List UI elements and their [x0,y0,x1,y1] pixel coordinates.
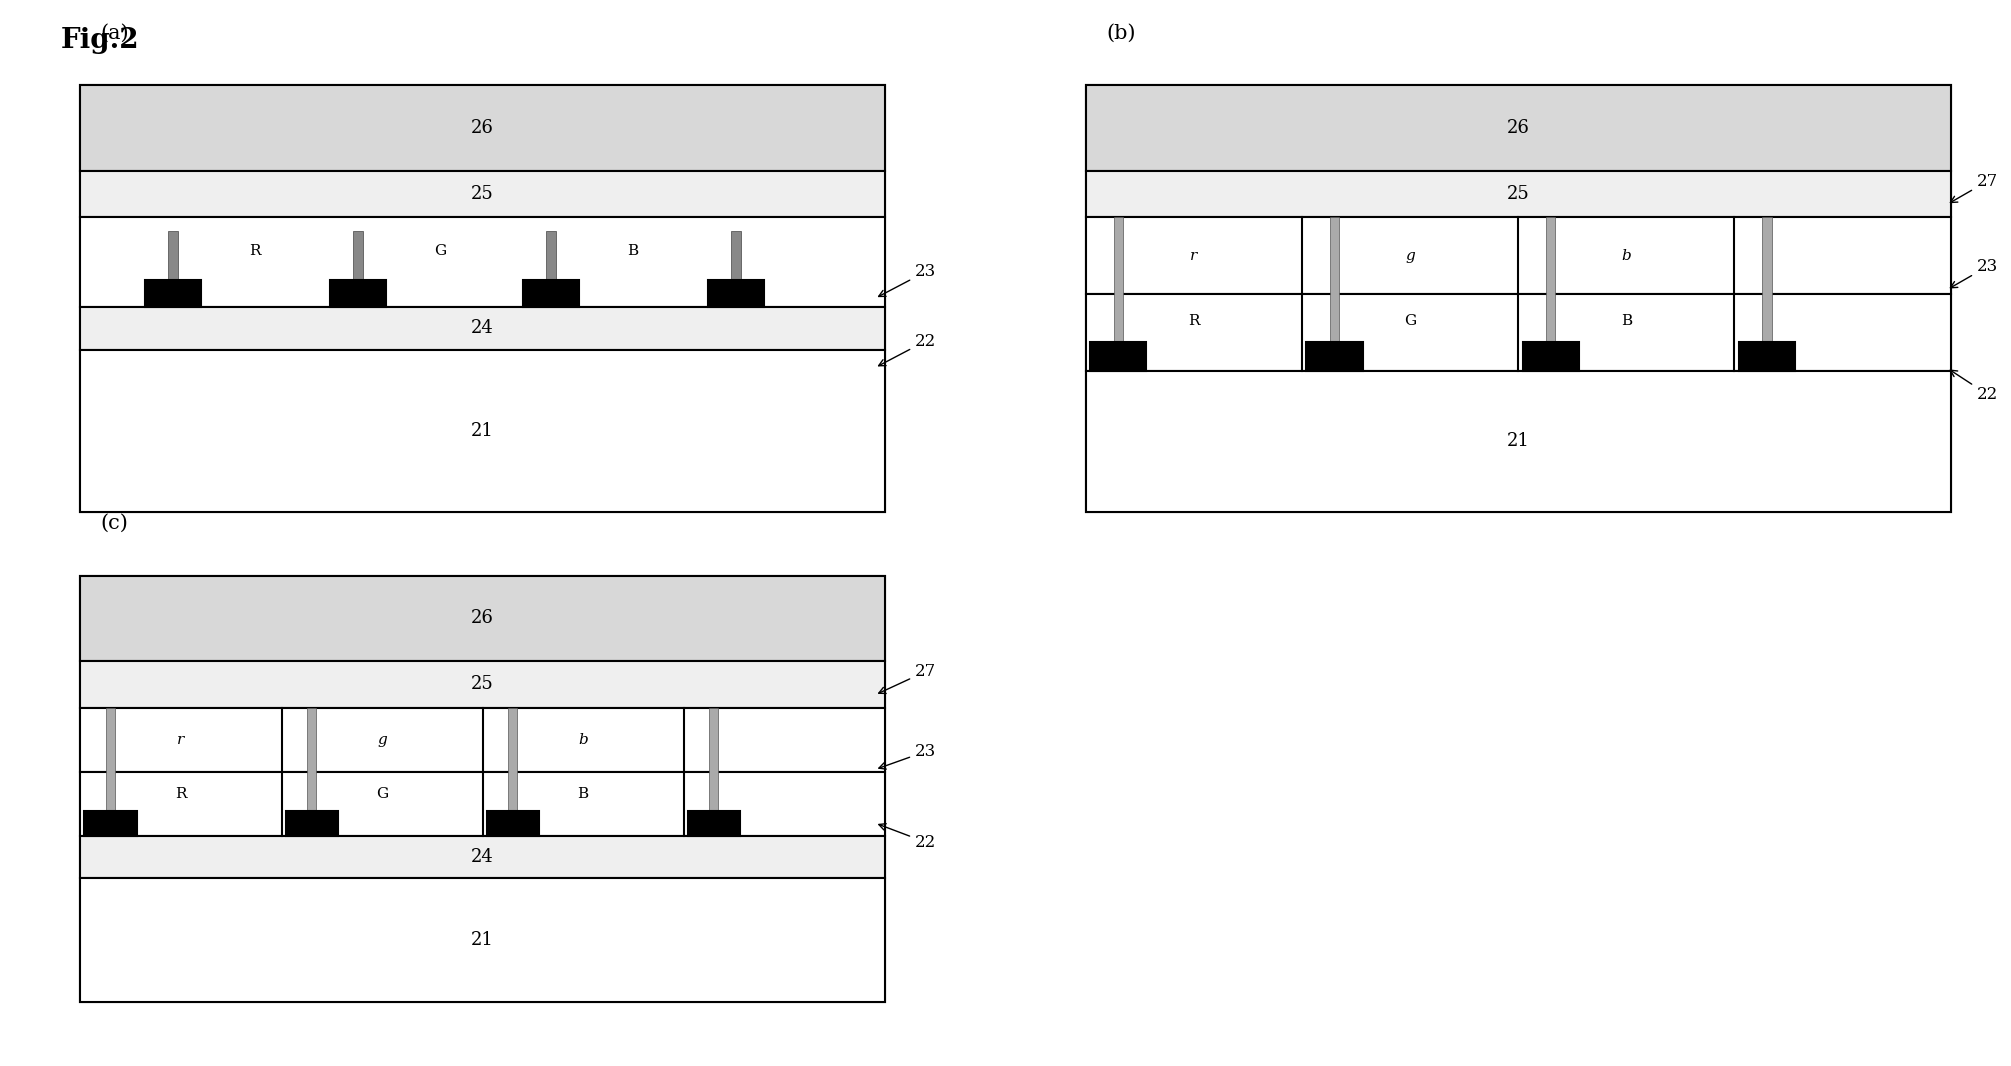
Bar [80,836,885,878]
Text: B: B [577,787,589,802]
Bar [80,350,885,512]
Bar [107,708,115,811]
Text: r: r [1191,248,1199,263]
Bar [1114,217,1122,342]
Bar [80,661,885,708]
Bar [1086,85,1951,171]
Text: 21: 21 [471,932,495,949]
Text: 27: 27 [879,663,937,694]
Bar [710,708,718,811]
Text: 24: 24 [471,320,495,337]
Bar [1522,342,1579,371]
Bar [80,85,885,512]
Text: (c): (c) [101,514,129,533]
Bar [1329,217,1339,342]
Text: g: g [378,732,386,747]
Bar [1307,342,1363,371]
Text: R: R [249,244,261,258]
Bar [1762,217,1772,342]
Bar [487,811,539,836]
Bar [286,811,338,836]
Bar [1090,342,1146,371]
Text: B: B [627,244,639,258]
Text: 22: 22 [879,824,937,851]
Bar [1086,371,1951,512]
Bar [80,878,885,1002]
Bar [80,576,885,1002]
Bar [145,280,201,307]
Text: Fig.2: Fig.2 [60,27,139,53]
Text: 21: 21 [1506,433,1530,450]
Text: B: B [1621,314,1633,328]
Text: R: R [175,787,187,802]
Text: b: b [579,732,587,747]
Bar [80,85,885,171]
Text: 25: 25 [1506,185,1530,203]
Bar [523,280,579,307]
Bar [1546,217,1555,342]
Text: R: R [1189,314,1201,328]
Bar [1740,342,1796,371]
Bar [84,811,137,836]
Text: 26: 26 [471,610,495,627]
Bar [545,231,557,280]
Text: (a): (a) [101,23,129,43]
Text: G: G [1404,314,1416,328]
Bar [308,708,316,811]
Bar [352,231,364,280]
Bar [1086,171,1951,217]
Text: 27: 27 [1951,173,1999,203]
Text: g: g [1406,248,1416,263]
Text: (b): (b) [1106,23,1136,43]
Text: 22: 22 [879,333,937,366]
Text: 23: 23 [879,743,937,769]
Bar [1086,294,1951,371]
Text: 26: 26 [1506,119,1530,136]
Bar [509,708,517,811]
Bar [330,280,386,307]
Bar [80,307,885,350]
Text: 26: 26 [471,119,495,136]
Bar [80,576,885,661]
Text: G: G [376,787,388,802]
Text: r: r [177,732,185,747]
Bar [688,811,740,836]
Bar [80,171,885,217]
Text: 23: 23 [1951,258,1999,288]
Text: 21: 21 [471,422,495,439]
Text: 23: 23 [879,263,937,296]
Text: 25: 25 [471,676,495,693]
Text: G: G [434,244,446,258]
Text: 22: 22 [1951,370,1999,403]
Bar [1086,217,1951,294]
Bar [708,280,764,307]
Bar [730,231,742,280]
Text: 24: 24 [471,849,495,866]
Bar [80,217,885,307]
Bar [1086,85,1951,512]
Bar [80,772,885,836]
Text: 25: 25 [471,185,495,203]
Bar [80,708,885,772]
Text: b: b [1621,248,1631,263]
Bar [167,231,179,280]
